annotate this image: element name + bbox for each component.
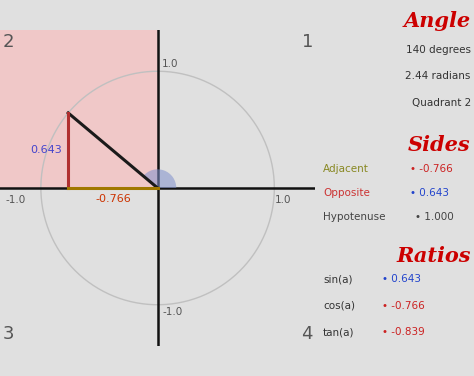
Text: 1.0: 1.0 (274, 195, 291, 205)
Text: 1.0: 1.0 (162, 59, 179, 69)
Text: Adjacent: Adjacent (323, 164, 369, 174)
Text: • -0.839: • -0.839 (382, 327, 425, 337)
Text: sin(a): sin(a) (323, 274, 353, 285)
Text: 4: 4 (301, 325, 313, 343)
Polygon shape (0, 30, 157, 188)
Text: Quadrant 2: Quadrant 2 (411, 98, 471, 108)
Text: • -0.766: • -0.766 (382, 301, 425, 311)
Text: 140 degrees: 140 degrees (406, 45, 471, 55)
Text: 1: 1 (301, 33, 313, 51)
Text: -1.0: -1.0 (162, 307, 182, 317)
Text: -0.766: -0.766 (95, 194, 131, 205)
Text: Ratios: Ratios (396, 246, 471, 266)
Text: Opposite: Opposite (323, 188, 370, 198)
Text: • -0.766: • -0.766 (410, 164, 453, 174)
Text: 2.44 radians: 2.44 radians (405, 71, 471, 82)
Wedge shape (143, 169, 176, 188)
Text: Angle: Angle (404, 11, 471, 31)
Text: 2: 2 (2, 33, 14, 51)
Text: • 0.643: • 0.643 (410, 188, 449, 198)
Text: Hypotenuse: Hypotenuse (323, 212, 386, 223)
Text: cos(a): cos(a) (323, 301, 355, 311)
Text: • 1.000: • 1.000 (415, 212, 454, 223)
Text: tan(a): tan(a) (323, 327, 355, 337)
Text: Sides: Sides (408, 135, 471, 155)
Text: -1.0: -1.0 (6, 195, 26, 205)
Text: • 0.643: • 0.643 (382, 274, 421, 285)
Text: 0.643: 0.643 (31, 146, 63, 155)
Text: 3: 3 (2, 325, 14, 343)
